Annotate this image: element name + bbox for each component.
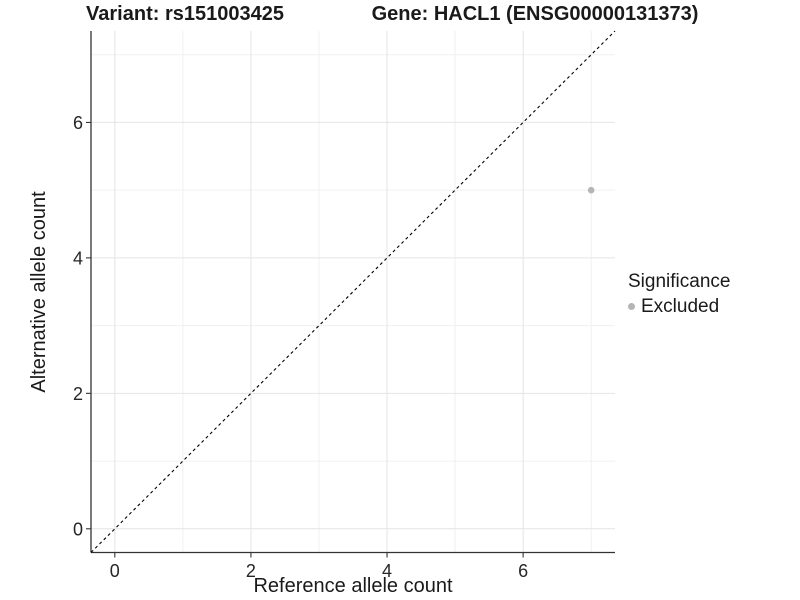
y-axis-title: Alternative allele count — [28, 191, 50, 393]
axis-lines — [90, 31, 615, 554]
identity-reference-line-layer — [90, 30, 616, 553]
excluded-point-icon — [628, 303, 635, 311]
identity-reference-line — [90, 30, 616, 553]
y-tick-label: 6 — [73, 113, 83, 133]
x-tick-label: 0 — [110, 561, 120, 581]
x-tick-label: 4 — [382, 561, 392, 581]
data-points-layer — [587, 186, 595, 194]
legend-item-label: Excluded — [641, 295, 720, 317]
x-tick-label: 2 — [246, 561, 256, 581]
x-axis-title: Reference allele count — [253, 575, 452, 597]
y-tick-label: 4 — [73, 248, 83, 268]
variant-title: Variant: rs151003425 — [86, 3, 284, 25]
y-tick-label: 2 — [73, 384, 83, 404]
legend: Significance Excluded — [628, 271, 730, 318]
data-point — [587, 186, 595, 194]
grid-minor-lines — [91, 31, 615, 553]
y-tick-label: 0 — [73, 519, 83, 539]
legend-item-excluded: Excluded — [628, 296, 730, 318]
axis-tick-marks — [86, 121, 524, 558]
x-tick-label: 6 — [518, 561, 528, 581]
legend-title: Significance — [628, 271, 731, 292]
grid-major-lines — [91, 31, 615, 553]
axis-tick-labels: 0 2 4 6 0 2 4 6 — [73, 113, 528, 581]
gene-title: Gene: HACL1 (ENSG00000131373) — [372, 3, 699, 25]
